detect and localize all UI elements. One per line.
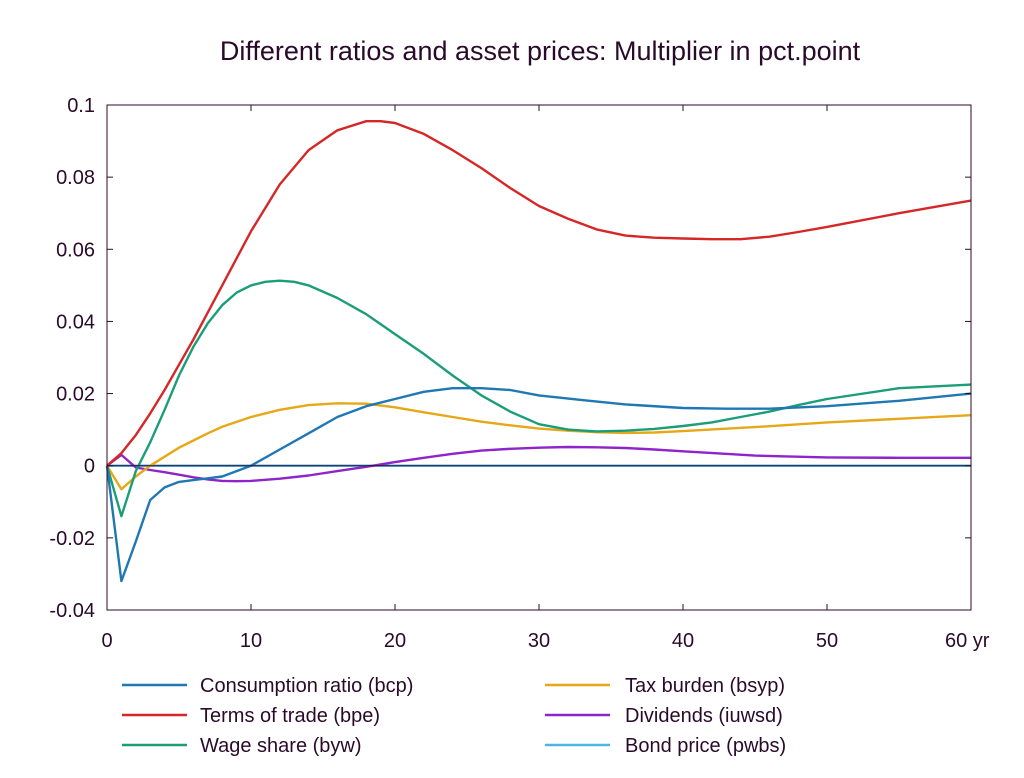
legend-item: Bond price (pwbs): [545, 735, 786, 757]
legend-label: Terms of trade (bpe): [200, 705, 380, 727]
x-tick-label: 50: [816, 630, 838, 652]
legend-label: Bond price (pwbs): [625, 735, 786, 757]
y-tick-label: 0.04: [56, 311, 95, 333]
series-line: [105, 402, 972, 491]
series-line: [106, 120, 972, 467]
y-tick-label: 0.06: [56, 239, 95, 261]
y-tick-label: 0.1: [67, 95, 95, 117]
legend-item: Terms of trade (bpe): [122, 705, 380, 727]
series-line: [105, 387, 972, 583]
y-tick-label: -0.04: [49, 600, 95, 622]
axes: -0.04 -0.02 0 0.02 0.04 0.06 0.08 0.1 0 10 20 30 40 5…: [49, 95, 989, 652]
plot-area: [105, 120, 972, 583]
x-tick-label: 60 yr: [945, 630, 990, 652]
legend-item: Wage share (byw): [122, 735, 362, 757]
legend: Consumption ratio (bcp) Terms of trade (b…: [122, 675, 786, 757]
legend-label: Dividends (iuwsd): [625, 705, 783, 727]
series-line: [106, 445, 971, 483]
y-tick-label: 0.02: [56, 384, 95, 406]
x-tick-label: 10: [240, 630, 262, 652]
legend-item: Dividends (iuwsd): [545, 705, 783, 727]
plot-frame: [106, 104, 972, 611]
y-tick-label: -0.02: [49, 528, 95, 550]
x-tick-label: 40: [672, 630, 694, 652]
y-tick-label: 0.08: [56, 167, 95, 189]
legend-item: Consumption ratio (bcp): [122, 675, 413, 697]
legend-label: Consumption ratio (bcp): [200, 675, 413, 697]
series-line: [105, 279, 972, 518]
x-tick-label: 20: [384, 630, 406, 652]
legend-item: Tax burden (bsyp): [545, 675, 785, 697]
legend-label: Tax burden (bsyp): [625, 675, 785, 697]
x-tick-label: 0: [101, 630, 112, 652]
chart-title: Different ratios and asset prices: Multi…: [220, 36, 861, 66]
x-tick-label: 30: [528, 630, 550, 652]
legend-label: Wage share (byw): [200, 735, 362, 757]
y-tick-label: 0: [84, 456, 95, 478]
